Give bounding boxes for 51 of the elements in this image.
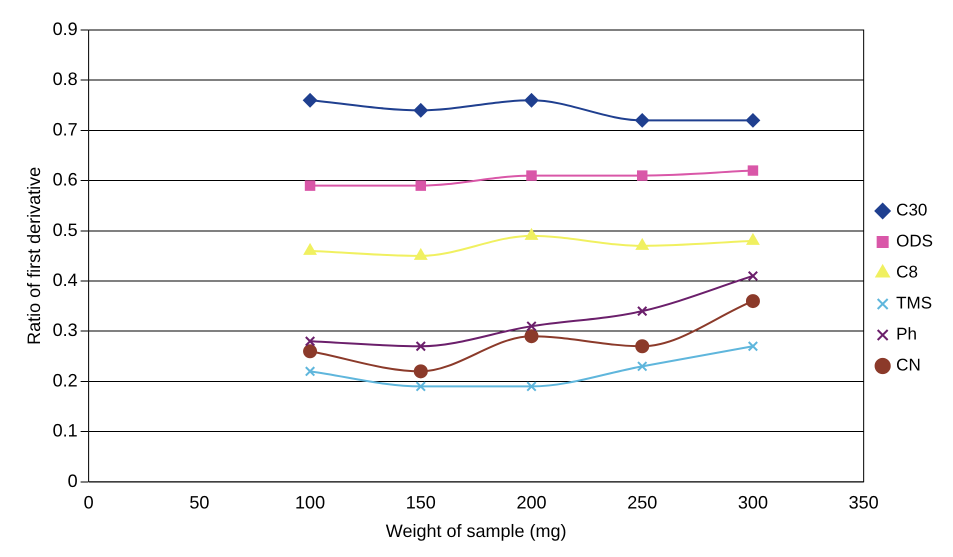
legend-label: TMS xyxy=(896,294,932,313)
point xyxy=(635,113,650,128)
legend-label: CN xyxy=(896,356,921,375)
point xyxy=(414,364,428,378)
point xyxy=(303,344,318,358)
legend-label: ODS xyxy=(896,232,934,251)
y-tick-label: 0.9 xyxy=(52,18,78,39)
x-axis-title: Weight of sample (mg) xyxy=(386,521,567,542)
point xyxy=(526,320,537,332)
x-tick-label: 0 xyxy=(84,492,94,513)
point xyxy=(636,306,648,316)
point xyxy=(303,93,318,108)
y-axis-title: Ratio of first derivative xyxy=(24,166,44,345)
point xyxy=(304,336,316,346)
point xyxy=(748,270,758,282)
point xyxy=(526,381,537,392)
x-tick-label: 50 xyxy=(189,492,210,513)
y-tick-label: 0.2 xyxy=(52,370,78,390)
x-tick-label: 300 xyxy=(738,492,768,513)
y-tick-label: 0.3 xyxy=(52,320,78,340)
legend-label: C8 xyxy=(896,262,918,282)
point xyxy=(748,341,758,352)
x-tick-label: 200 xyxy=(516,492,547,513)
point xyxy=(524,329,538,344)
legend-label: C30 xyxy=(896,200,928,220)
point xyxy=(636,361,648,372)
point xyxy=(304,180,316,191)
point xyxy=(636,170,648,181)
y-tick-label: 0.4 xyxy=(52,270,78,290)
point xyxy=(414,103,428,118)
point xyxy=(526,170,537,181)
point xyxy=(635,339,650,354)
point xyxy=(304,366,316,377)
point xyxy=(746,113,760,128)
point xyxy=(416,180,426,191)
point xyxy=(416,341,426,352)
legend-label: Ph xyxy=(896,324,917,344)
point xyxy=(416,381,426,392)
point xyxy=(748,165,758,176)
x-tick-label: 350 xyxy=(848,492,879,513)
x-tick-label: 250 xyxy=(627,492,658,513)
y-tick-label: 0 xyxy=(68,470,78,491)
x-tick-label: 100 xyxy=(295,492,326,513)
y-tick-label: 0.8 xyxy=(52,69,78,90)
x-tick-label: 150 xyxy=(406,492,436,513)
point xyxy=(524,93,538,108)
y-tick-label: 0.1 xyxy=(52,420,78,441)
point xyxy=(746,294,760,308)
y-tick-label: 0.5 xyxy=(52,220,78,240)
y-tick-label: 0.7 xyxy=(52,119,78,140)
y-tick-label: 0.6 xyxy=(52,170,78,190)
